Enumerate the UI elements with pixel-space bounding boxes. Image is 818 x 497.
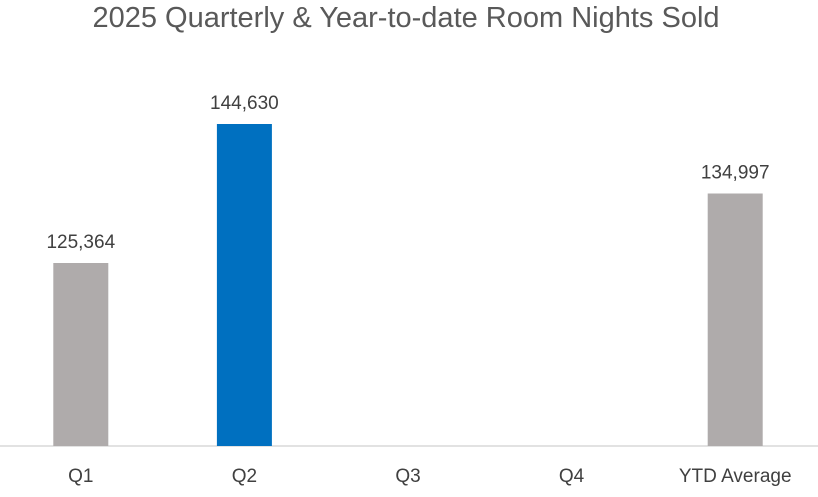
chart-title: 2025 Quarterly & Year-to-date Room Night… xyxy=(92,2,719,34)
data-label-q2: 144,630 xyxy=(210,93,279,114)
x-tick-label-q1: Q1 xyxy=(68,466,93,487)
bar-ytd-average xyxy=(707,193,763,446)
x-tick-label-q4: Q4 xyxy=(559,466,585,487)
x-tick-label-q3: Q3 xyxy=(395,466,420,487)
data-label-q1: 125,364 xyxy=(46,232,115,253)
x-tick-labels-group: Q1 Q2 Q3 Q4 YTD Average xyxy=(68,466,791,487)
x-tick-label-q2: Q2 xyxy=(232,466,257,487)
data-label-ytd-average: 134,997 xyxy=(701,163,770,184)
bars-group xyxy=(53,124,763,446)
bar-q2 xyxy=(216,124,272,446)
data-labels-group: 125,364 144,630 134,997 xyxy=(46,93,769,253)
x-tick-label-ytd-average: YTD Average xyxy=(679,466,792,487)
bar-q1 xyxy=(53,263,109,446)
